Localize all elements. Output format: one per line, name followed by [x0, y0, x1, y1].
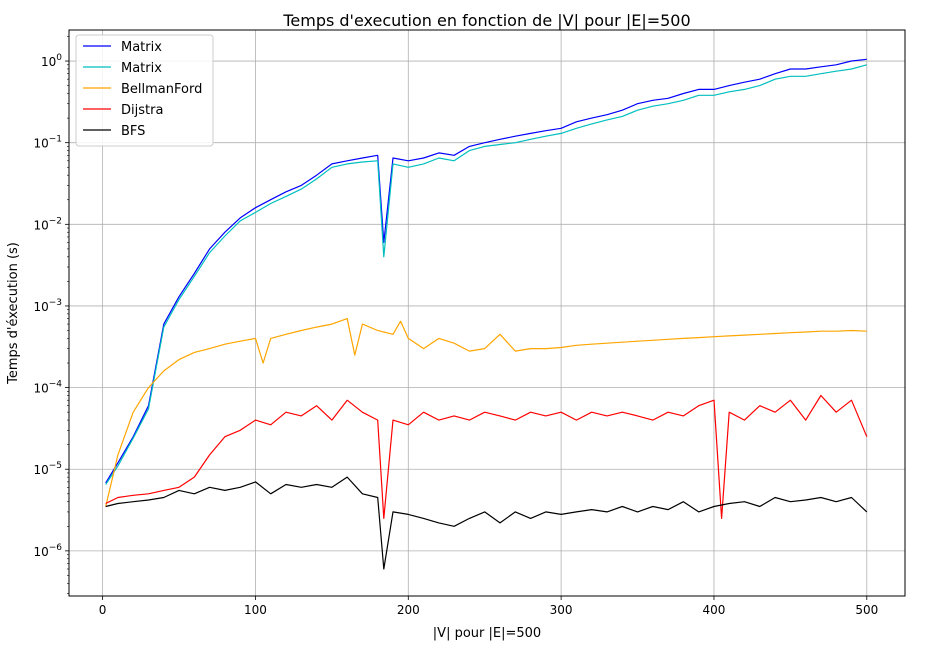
series-line-matrix-1 [105, 64, 867, 485]
plot-area-frame [68, 29, 906, 597]
y-tick-label: 10−5 [33, 461, 62, 477]
x-tick-label: 100 [244, 603, 267, 617]
x-tick-label: 200 [397, 603, 420, 617]
series-line-dijstra-3 [105, 394, 868, 520]
legend-box [75, 34, 214, 147]
legend-label: BellmanFord [121, 82, 202, 97]
y-tick-label: 100 [41, 53, 62, 69]
series-line-bellmanford-2 [105, 318, 867, 507]
legend-label: BFS [121, 124, 145, 139]
y-tick-label: 10−6 [33, 543, 62, 559]
grid-lines [69, 30, 905, 596]
legend: Matrix Matrix BellmanFord Dijstra BFS [75, 34, 214, 147]
x-axis-ticks: 0 100 200 300 400 500 [99, 596, 878, 617]
legend-label: Matrix [121, 61, 162, 76]
y-tick-label: 10−4 [33, 380, 62, 396]
x-axis-label: |V| pour |E|=500 [433, 626, 541, 641]
legend-label: Matrix [121, 40, 162, 55]
series-line-matrix-0 [105, 58, 867, 484]
x-tick-label: 300 [550, 603, 573, 617]
series-layer [105, 58, 868, 570]
x-tick-label: 0 [99, 603, 107, 617]
y-tick-label: 10−2 [33, 216, 62, 232]
y-tick-label: 10−1 [33, 135, 62, 151]
y-axis-label: Temps d'éxecution (s) [6, 242, 21, 385]
y-axis-ticks: 10−6 10−5 10−4 10−3 10−2 10−1 100 [33, 36, 69, 594]
chart-title: Temps d'execution en fonction de |V| pou… [282, 11, 690, 30]
x-tick-label: 500 [855, 603, 878, 617]
x-tick-label: 400 [703, 603, 726, 617]
y-tick-label: 10−3 [33, 298, 62, 314]
legend-label: Dijstra [121, 103, 163, 118]
series-line-bfs-4 [105, 476, 868, 570]
